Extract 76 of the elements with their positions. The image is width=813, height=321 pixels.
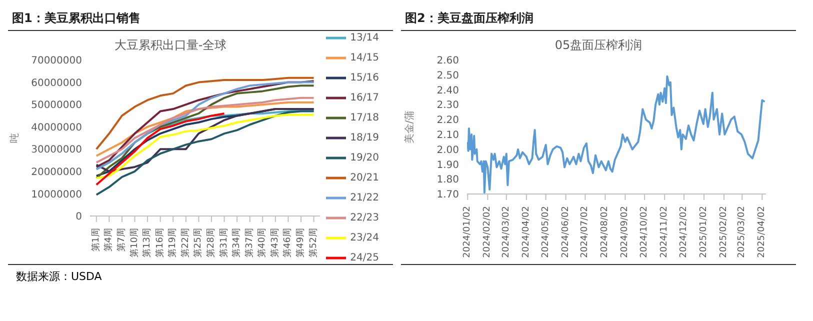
legend-label: 18/19: [350, 132, 379, 144]
x-tick-label: 2024/03/02: [501, 206, 512, 258]
line-series: [95, 110, 315, 196]
x-tick-label: 2025/02/02: [719, 206, 730, 258]
y-tick-label: 2.00: [436, 144, 459, 156]
y-tick-label: 1.80: [436, 174, 459, 186]
y-tick-label: 10000000: [31, 189, 82, 200]
legend-label: 13/14: [350, 32, 379, 44]
x-tick-label: 2024/07/02: [580, 206, 590, 258]
chart-title: 图1：美豆累积出口销售: [8, 8, 393, 31]
x-tick-label: 第13周: [142, 228, 153, 258]
y-axis-title: 吨: [8, 133, 21, 143]
y-tick-label: 60000000: [31, 78, 82, 89]
x-tick-label: 第46周: [282, 228, 294, 258]
y-tick-label: 2.20: [436, 115, 459, 126]
x-tick-label: 2024/06/02: [560, 206, 571, 258]
legend-label: 20/21: [350, 172, 379, 184]
legend-label: 19/20: [350, 152, 379, 164]
chart-subtitle: 05盘面压榨利润: [554, 37, 644, 54]
line-series: [95, 101, 315, 157]
y-tick-label: 0: [76, 212, 82, 223]
y-axis-title: 美金/蒲: [404, 110, 416, 144]
line-series: [95, 96, 315, 164]
x-tick-label: 2024/01/02: [462, 206, 473, 258]
y-tick-label: 40000000: [31, 122, 82, 134]
legend-label: 21/22: [350, 192, 379, 204]
y-tick-label: 1.90: [436, 160, 459, 171]
x-tick-label: 第37周: [244, 228, 255, 258]
x-tick-label: 第43周: [269, 228, 280, 258]
y-tick-label: 30000000: [31, 144, 82, 156]
line-series: [95, 76, 315, 150]
source-note: 数据来源：USDA: [16, 270, 102, 283]
x-tick-label: 2025/03/02: [737, 206, 748, 258]
x-tick-label: 2024/02/02: [482, 206, 493, 258]
x-tick-label: 2024/11/02: [660, 206, 670, 258]
x-tick-label: 第28周: [205, 228, 216, 258]
y-tick-label: 2.50: [436, 70, 459, 82]
y-tick-label: 70000000: [31, 56, 82, 67]
legend-label: 15/16: [350, 72, 379, 84]
legend-label: 17/18: [350, 112, 379, 124]
x-tick-label: 第34周: [231, 228, 242, 258]
x-tick-label: 第19周: [167, 228, 178, 258]
x-tick-label: 第25周: [192, 228, 204, 258]
x-tick-label: 2024/04/02: [521, 206, 532, 258]
x-tick-label: 2024/08/02: [600, 206, 610, 258]
legend-label: 22/23: [350, 212, 379, 224]
x-tick-label: 第16周: [154, 228, 166, 258]
y-tick-label: 50000000: [31, 100, 82, 112]
x-tick-label: 2024/10/02: [640, 206, 650, 258]
y-tick-label: 2.30: [436, 100, 459, 112]
x-tick-label: 第31周: [218, 228, 230, 258]
x-tick-label: 第49周: [294, 228, 306, 258]
x-tick-label: 2025/04/02: [757, 206, 768, 258]
x-tick-label: 第1周: [90, 228, 102, 252]
legend-label: 16/17: [350, 92, 379, 104]
x-tick-label: 第40周: [256, 228, 268, 258]
legend-label: 23/24: [350, 232, 379, 244]
x-tick-label: 2024/09/02: [620, 206, 630, 258]
x-tick-label: 第10周: [128, 228, 140, 258]
x-tick-label: 2025/01/02: [699, 206, 710, 258]
y-tick-label: 2.40: [436, 85, 459, 96]
x-tick-label: 第7周: [116, 228, 127, 252]
x-tick-label: 第22周: [180, 228, 191, 258]
legend-label: 14/15: [350, 52, 379, 64]
y-tick-label: 2.60: [436, 56, 459, 67]
chart-title: 图2：美豆盘面压榨利润: [401, 8, 796, 31]
x-tick-label: 2024/05/02: [540, 206, 551, 258]
y-tick-label: 2.10: [436, 130, 459, 141]
legend-label: 24/25: [350, 252, 379, 264]
y-tick-label: 20000000: [31, 166, 82, 178]
y-tick-label: 1.70: [436, 190, 459, 201]
x-tick-label: 2024/12/02: [678, 206, 689, 258]
chart-subtitle: 大豆累积出口量-全球: [114, 38, 227, 52]
line-series: [95, 112, 226, 186]
x-tick-label: 第52周: [308, 228, 319, 258]
x-tick-label: 第4周: [103, 228, 114, 252]
